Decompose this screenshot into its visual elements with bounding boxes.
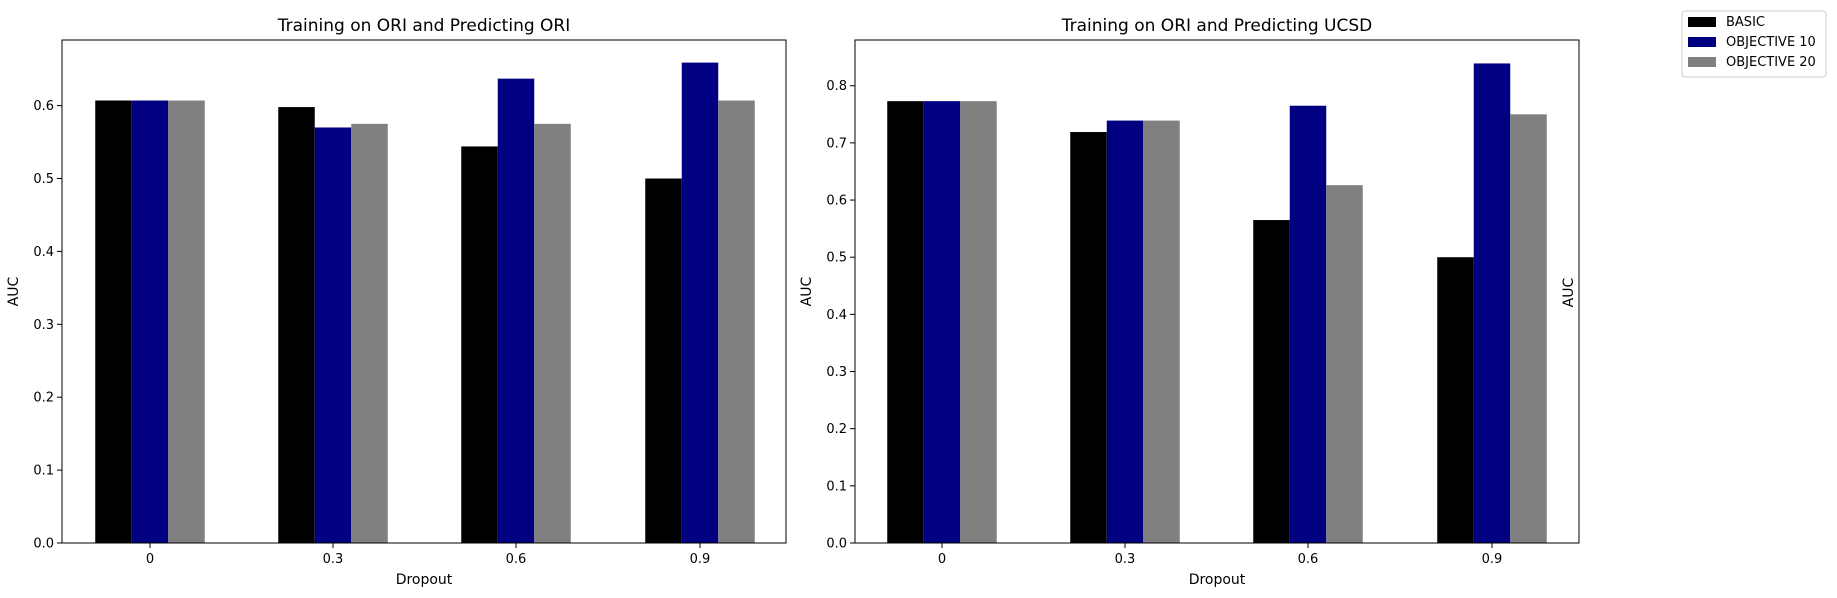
y-tick-label: 0.5: [33, 172, 54, 187]
bar-objective-20-0.9: [1510, 114, 1547, 543]
x-tick-label: 0.3: [1115, 552, 1136, 567]
y-tick-label: 0.7: [826, 136, 847, 151]
y-tick-label: 0.4: [826, 308, 847, 323]
y-tick-label: 0.6: [33, 99, 54, 114]
bar-objective-10-0.3: [1106, 120, 1144, 543]
y-tick-label: 0.0: [33, 537, 54, 552]
chart-title: Training on ORI and Predicting UCSD: [1061, 16, 1373, 36]
x-tick-label: 0.6: [1298, 552, 1319, 567]
bar-objective-20-0.9: [718, 100, 755, 543]
bar-objective-20-0: [960, 101, 997, 543]
axes-frame: [61, 39, 787, 544]
bar-objective-20-0.3: [351, 123, 388, 543]
y-tick-label: 0.0: [826, 537, 847, 552]
bar-basic-0: [887, 101, 924, 543]
y-axis-label: AUC: [799, 276, 815, 306]
legend-label-objective-10: OBJECTIVE 10: [1726, 35, 1816, 50]
chart-title: Training on ORI and Predicting ORI: [277, 16, 571, 36]
y-tick-label: 0.8: [826, 79, 847, 94]
y-tick-label: 0.3: [33, 318, 54, 333]
legend-label-objective-20: OBJECTIVE 20: [1726, 55, 1816, 70]
legend-swatch-objective-20: [1688, 57, 1716, 67]
y-tick-label: 0.5: [826, 251, 847, 266]
bar-objective-20-0.3: [1143, 120, 1180, 543]
chart-left: Training on ORI and Predicting ORI 0.0 0.1…: [6, 16, 787, 588]
legend-label-basic: BASIC: [1726, 15, 1765, 30]
chart-right: Training on ORI and Predicting UCSD 0.0 0.…: [799, 16, 1580, 588]
bar-objective-10-0.6: [497, 78, 535, 543]
legend-frame: [1681, 10, 1827, 78]
legend-swatch-basic: [1688, 17, 1716, 27]
bar-objective-10-0.9: [681, 62, 719, 543]
bar-objective-10-0: [131, 100, 169, 543]
bars: [887, 63, 1547, 544]
x-axis-label: Dropout: [396, 572, 453, 588]
bar-basic-0.6: [461, 146, 498, 543]
y-axis-label: AUC: [6, 276, 22, 306]
bar-basic-0.9: [1437, 257, 1474, 543]
bar-objective-10-0: [923, 101, 961, 543]
bar-basic-0.3: [278, 107, 315, 543]
bar-objective-10-0.3: [314, 127, 352, 543]
bar-objective-10-0.6: [1289, 105, 1327, 543]
x-tick-label: 0.9: [1482, 552, 1503, 567]
y-tick-label: 0.2: [826, 422, 847, 437]
x-tick-label: 0: [938, 552, 946, 567]
y-tick-label: 0.1: [33, 464, 54, 479]
y-tick-label: 0.4: [33, 245, 54, 260]
secondary-y-axis-label: AUC: [1561, 277, 1577, 307]
bar-basic-0: [95, 100, 132, 543]
bars: [95, 62, 755, 543]
x-tick-label: 0.3: [323, 552, 344, 567]
x-axis-label: Dropout: [1189, 572, 1246, 588]
x-tick-label: 0: [146, 552, 154, 567]
bar-objective-20-0.6: [1326, 185, 1363, 543]
y-tick-label: 0.1: [826, 479, 847, 494]
axes-frame: [854, 39, 1580, 544]
bar-basic-0.9: [645, 178, 682, 543]
x-tick-label: 0.6: [506, 552, 527, 567]
bar-basic-0.3: [1070, 132, 1107, 543]
bar-objective-20-0.6: [534, 123, 571, 543]
bar-basic-0.6: [1253, 220, 1290, 544]
bar-objective-10-0.9: [1473, 63, 1511, 543]
y-tick-label: 0.6: [826, 194, 847, 209]
bar-objective-20-0: [168, 100, 205, 543]
legend: BASIC OBJECTIVE 10 OBJECTIVE 20: [1681, 10, 1827, 78]
y-tick-label: 0.3: [826, 365, 847, 380]
x-tick-label: 0.9: [690, 552, 711, 567]
y-tick-label: 0.2: [33, 391, 54, 406]
legend-swatch-objective-10: [1688, 37, 1716, 47]
